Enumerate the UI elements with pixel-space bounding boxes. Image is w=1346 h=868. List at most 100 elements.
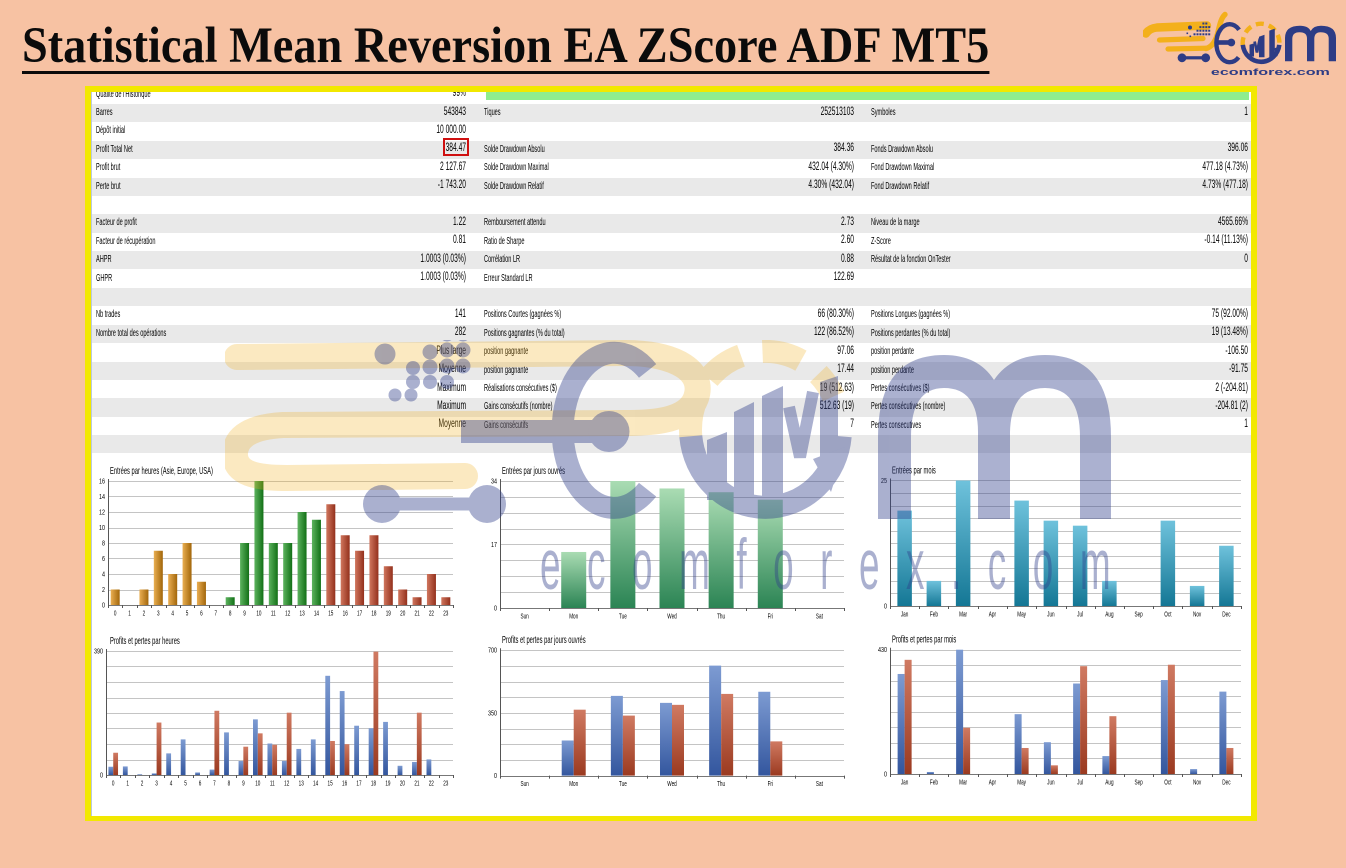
- svg-text:0: 0: [494, 605, 497, 613]
- svg-text:10: 10: [256, 609, 262, 617]
- svg-text:Sep: Sep: [1134, 778, 1143, 786]
- svg-text:20: 20: [400, 779, 406, 787]
- svg-text:0: 0: [494, 772, 497, 780]
- svg-text:Oct: Oct: [1164, 778, 1171, 786]
- svg-text:18: 18: [371, 779, 377, 787]
- svg-text:Mar: Mar: [959, 778, 967, 786]
- svg-text:21: 21: [415, 609, 421, 617]
- svg-text:3: 3: [157, 609, 160, 617]
- svg-text:Jul: Jul: [1077, 610, 1083, 618]
- svg-text:9: 9: [243, 609, 246, 617]
- svg-text:Mon: Mon: [569, 612, 578, 620]
- svg-text:Fri: Fri: [768, 612, 773, 620]
- svg-text:21: 21: [414, 779, 420, 787]
- svg-text:19: 19: [386, 609, 392, 617]
- svg-text:12: 12: [285, 609, 291, 617]
- svg-text:1: 1: [126, 779, 129, 787]
- svg-text:Jan: Jan: [901, 610, 909, 618]
- svg-text:0: 0: [100, 772, 103, 780]
- svg-text:16: 16: [342, 779, 348, 787]
- svg-text:2: 2: [141, 779, 144, 787]
- svg-text:12: 12: [99, 509, 105, 517]
- svg-text:14: 14: [314, 609, 320, 617]
- svg-text:Sun: Sun: [520, 612, 529, 620]
- svg-text:Profits et pertes par mois: Profits et pertes par mois: [892, 634, 956, 645]
- svg-text:9: 9: [242, 779, 245, 787]
- svg-text:13: 13: [299, 779, 305, 787]
- svg-text:May: May: [1017, 610, 1026, 618]
- svg-text:6: 6: [200, 609, 203, 617]
- svg-text:Entrées par mois: Entrées par mois: [892, 465, 936, 476]
- svg-text:0: 0: [114, 609, 117, 617]
- svg-text:3: 3: [155, 779, 158, 787]
- svg-text:14: 14: [99, 493, 105, 501]
- svg-text:7: 7: [215, 609, 218, 617]
- svg-text:Thu: Thu: [717, 612, 725, 620]
- svg-text:11: 11: [270, 779, 275, 787]
- svg-text:May: May: [1017, 778, 1026, 786]
- svg-text:Nov: Nov: [1193, 610, 1202, 618]
- svg-text:25: 25: [881, 477, 887, 485]
- svg-text:Profits et pertes par jours ou: Profits et pertes par jours ouvrés: [502, 635, 586, 646]
- svg-text:Entrées par jours ouvrés: Entrées par jours ouvrés: [502, 465, 565, 476]
- svg-text:2: 2: [143, 609, 146, 617]
- svg-text:15: 15: [328, 779, 334, 787]
- svg-text:2: 2: [102, 586, 105, 594]
- svg-text:Sat: Sat: [816, 612, 823, 620]
- svg-text:Jul: Jul: [1077, 778, 1083, 786]
- svg-text:ecomforex.com: ecomforex.com: [1211, 67, 1330, 77]
- svg-text:14: 14: [313, 779, 319, 787]
- svg-text:4: 4: [170, 779, 173, 787]
- svg-text:8: 8: [228, 779, 231, 787]
- svg-text:Sep: Sep: [1134, 610, 1143, 618]
- svg-text:0: 0: [884, 771, 887, 779]
- svg-text:Jan: Jan: [901, 778, 909, 786]
- svg-text:17: 17: [357, 609, 363, 617]
- svg-text:Jun: Jun: [1047, 778, 1055, 786]
- svg-text:5: 5: [184, 779, 187, 787]
- svg-text:Wed: Wed: [667, 612, 677, 620]
- svg-text:Feb: Feb: [930, 610, 938, 618]
- svg-text:34: 34: [491, 478, 497, 486]
- svg-text:5: 5: [186, 609, 189, 617]
- svg-text:390: 390: [94, 648, 103, 656]
- svg-text:Dec: Dec: [1222, 610, 1230, 618]
- svg-text:15: 15: [328, 609, 334, 617]
- svg-text:16: 16: [99, 478, 105, 486]
- svg-text:Oct: Oct: [1164, 610, 1171, 618]
- svg-text:10: 10: [99, 524, 105, 532]
- svg-text:Entrées par heures (Asie, Euro: Entrées par heures (Asie, Europe, USA): [110, 465, 213, 476]
- svg-text:16: 16: [343, 609, 349, 617]
- svg-text:18: 18: [371, 609, 377, 617]
- svg-text:0: 0: [102, 602, 105, 610]
- svg-text:4: 4: [171, 609, 174, 617]
- svg-text:8: 8: [229, 609, 232, 617]
- svg-text:10: 10: [255, 779, 261, 787]
- svg-text:Sun: Sun: [520, 780, 529, 788]
- svg-text:23: 23: [443, 609, 449, 617]
- svg-text:20: 20: [400, 609, 406, 617]
- svg-text:23: 23: [443, 779, 449, 787]
- svg-text:22: 22: [429, 779, 435, 787]
- svg-text:17: 17: [356, 779, 362, 787]
- svg-text:Thu: Thu: [717, 780, 725, 788]
- svg-text:17: 17: [491, 541, 497, 549]
- svg-text:Aug: Aug: [1105, 778, 1114, 786]
- svg-text:12: 12: [284, 779, 290, 787]
- svg-text:6: 6: [199, 779, 202, 787]
- svg-text:7: 7: [213, 779, 216, 787]
- svg-text:Tue: Tue: [619, 780, 627, 788]
- svg-text:Sat: Sat: [816, 780, 823, 788]
- svg-text:Fri: Fri: [768, 780, 773, 788]
- svg-text:430: 430: [878, 646, 887, 654]
- svg-text:Aug: Aug: [1105, 610, 1114, 618]
- svg-text:11: 11: [271, 609, 276, 617]
- svg-text:0: 0: [112, 779, 115, 787]
- svg-text:Apr: Apr: [989, 778, 996, 786]
- svg-text:Mar: Mar: [959, 610, 967, 618]
- svg-text:700: 700: [488, 647, 497, 655]
- svg-text:Feb: Feb: [930, 778, 938, 786]
- svg-text:4: 4: [102, 571, 105, 579]
- svg-text:Profits et pertes par heures: Profits et pertes par heures: [110, 635, 180, 646]
- svg-text:13: 13: [300, 609, 306, 617]
